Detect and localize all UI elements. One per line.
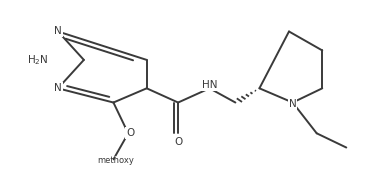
Text: H$_2$N: H$_2$N — [27, 53, 49, 67]
Text: N: N — [289, 99, 296, 109]
Text: O: O — [174, 137, 182, 147]
Text: N: N — [54, 26, 62, 37]
Text: OC: OC — [105, 156, 118, 165]
Text: HN: HN — [202, 80, 217, 90]
Text: O: O — [126, 128, 134, 138]
Text: methoxy: methoxy — [97, 156, 134, 165]
Text: N: N — [54, 83, 62, 93]
